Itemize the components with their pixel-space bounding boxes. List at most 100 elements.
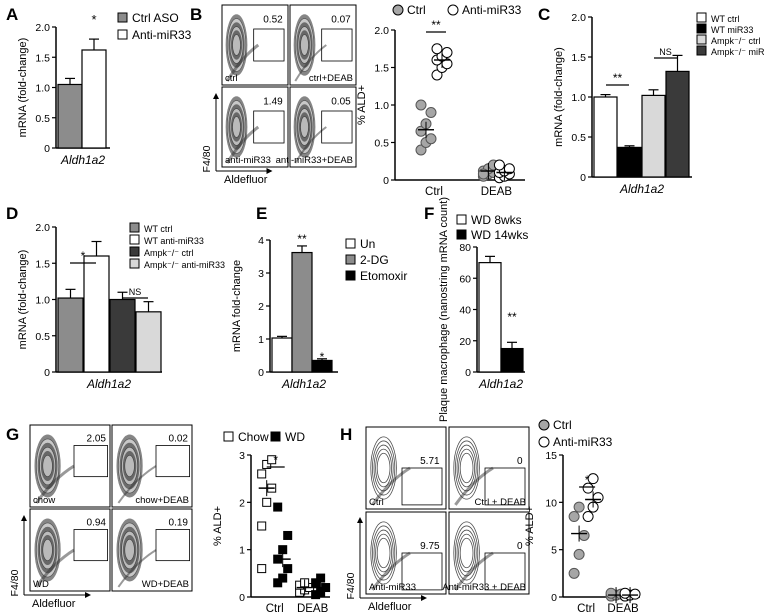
panel-letter: F: [424, 204, 434, 223]
panel-d-ytick-label: 1.5: [35, 258, 50, 270]
panel-e-ytick-label: 3: [258, 268, 264, 280]
panel-h-flow-tail: [454, 466, 494, 506]
panel-a-xlabel: Aldh1a2: [60, 153, 105, 167]
panel-g-ylabel: % ALD+: [212, 506, 224, 546]
panel-b-flow-sample-label: ctrl+DEAB: [309, 73, 353, 84]
panel-g-flow-contour: [124, 455, 135, 477]
panel-letter: B: [190, 5, 202, 24]
panel-b-ytick-label: 1.5: [374, 63, 389, 75]
panel-h-flow-yarrow-head: [357, 517, 363, 523]
panel-g-flow-gate: [155, 529, 190, 562]
panel-h-legend-label: Anti-miR33: [553, 435, 613, 449]
panel-c-legend-label: WT miR33: [711, 25, 753, 35]
panel-h-flow-density: [453, 521, 494, 591]
panel-e-legend-label: 2-DG: [360, 253, 389, 267]
panel-g-flow-percent: 0.94: [87, 517, 107, 528]
panel-c-legend-swatch: [696, 23, 707, 34]
panel-g-category-label: DEAB: [297, 603, 329, 615]
panel-h-flow-percent: 9.75: [420, 541, 440, 552]
panel-h-flow-gate: [484, 467, 526, 506]
panel-c-ytick-label: 0: [580, 172, 586, 184]
panel-d-ytick-label: 0.5: [35, 331, 50, 343]
panel-h-flow-density: [453, 436, 494, 506]
panel-c-ytick-label: 1.5: [571, 52, 586, 64]
panel-c-bar: [593, 96, 618, 178]
panel-c-bar: [617, 146, 642, 178]
panel-g-ytick-label: 0: [239, 592, 245, 604]
panel-h-flow-contour: [458, 533, 476, 573]
panel-h-data-point: [587, 473, 599, 485]
panel-d-legend-swatch: [129, 234, 140, 245]
panel-e-legend-label: Etomoxir: [360, 269, 407, 283]
panel-g-data-point: [278, 573, 288, 583]
panel-h-flow-xlabel: Aldefluor: [368, 601, 412, 613]
panel-h-data-point: [573, 501, 585, 513]
panel-b-sig-label: **: [431, 18, 441, 32]
panel-g-data-point: [262, 497, 272, 507]
panel-g-data-point: [257, 521, 267, 531]
panel-a-bar: [57, 83, 83, 149]
panel-a-ytick-label: 0: [44, 143, 50, 155]
panel-g-flow-density: [34, 434, 75, 504]
panel-b-flow-density: [225, 14, 260, 82]
panel-b-flow-percent: 0.07: [331, 15, 351, 26]
panel-c-bar: [641, 94, 666, 178]
panel-g-flow-tail: [35, 548, 75, 588]
panel-d-bar: [109, 298, 136, 373]
panel-h-flow-contour: [370, 436, 397, 500]
panel-b-category-label: Ctrl: [425, 186, 443, 198]
panel-g-flow-yarrow-head: [21, 515, 27, 521]
panel-a-legend-swatch: [117, 29, 128, 40]
panel-g-flow-sample-label: chow+DEAB: [135, 495, 189, 506]
panel-c-bar: [665, 70, 690, 178]
panel-g-legend-label: Chow: [238, 430, 269, 444]
panel-e-xlabel: Aldh1a2: [281, 377, 326, 391]
panel-b-flow-tail: [225, 125, 260, 164]
panel-f-bar: [478, 262, 502, 373]
panel-e-sig-label: **: [297, 232, 307, 246]
panel-c-ytick-label: 2.0: [571, 12, 586, 24]
panel-b-flow-contour: [300, 116, 309, 138]
panel-b-flow-sample-label: ctrl: [225, 73, 238, 84]
panel-h-flow-tail: [371, 466, 411, 506]
panel-g-legend-swatch: [270, 431, 281, 442]
panel-b-legend-label: Ctrl: [407, 3, 426, 17]
panel-b-ytick-label: 1.0: [374, 100, 389, 112]
panel-d-bar: [135, 311, 162, 373]
panel-e-legend-swatch: [345, 270, 356, 281]
panel-h-flow-contour: [459, 537, 474, 569]
panel-c-sig-label: **: [613, 71, 623, 85]
panel-b-flow-gate: [253, 110, 285, 144]
panel-letter: D: [6, 204, 18, 223]
panel-g-data-point: [311, 578, 321, 588]
panel-e-bar: [291, 251, 313, 373]
panel-letter: A: [6, 5, 18, 24]
panel-g-flow-xarrow-head: [85, 592, 91, 598]
panel-c-ytick-label: 1.0: [571, 92, 586, 104]
panel-h-ylabel: % ALD+: [524, 506, 536, 546]
panel-e-ylabel: mRNA fold-change: [231, 260, 243, 352]
panel-h-category-label: DEAB: [607, 603, 639, 615]
panel-a-ylabel: mRNA (fold-change): [17, 38, 29, 138]
panel-h-data-point: [573, 548, 585, 560]
panel-b-ytick-label: 0.5: [374, 138, 389, 150]
panel-d-xlabel: Aldh1a2: [86, 377, 131, 391]
panel-a-bar: [81, 49, 107, 149]
panel-h-flow-contour: [459, 452, 474, 484]
panel-e-legend-swatch: [345, 238, 356, 249]
panel-h-flow-contour: [454, 525, 479, 581]
panel-h-data-point: [619, 587, 631, 599]
panel-g-flow-gate: [73, 445, 108, 478]
panel-h-flow-density: [370, 521, 411, 591]
panel-d-legend-label: WT anti-miR33: [144, 236, 204, 246]
panel-g-data-point: [283, 530, 293, 540]
panel-a-legend-label: Ctrl ASO: [132, 11, 179, 25]
panel-g-data-point: [262, 459, 272, 469]
panel-f-ytick-label: 0: [465, 367, 471, 379]
panel-d-legend-label: Ampk⁻/⁻ ctrl: [144, 248, 194, 258]
panel-h-flow-contour: [371, 440, 396, 496]
panel-e-sig-label: *: [320, 350, 325, 364]
panel-h-data-point: [592, 492, 604, 504]
panel-h-data-point: [582, 511, 594, 523]
panel-h-flow-gate: [401, 552, 443, 591]
